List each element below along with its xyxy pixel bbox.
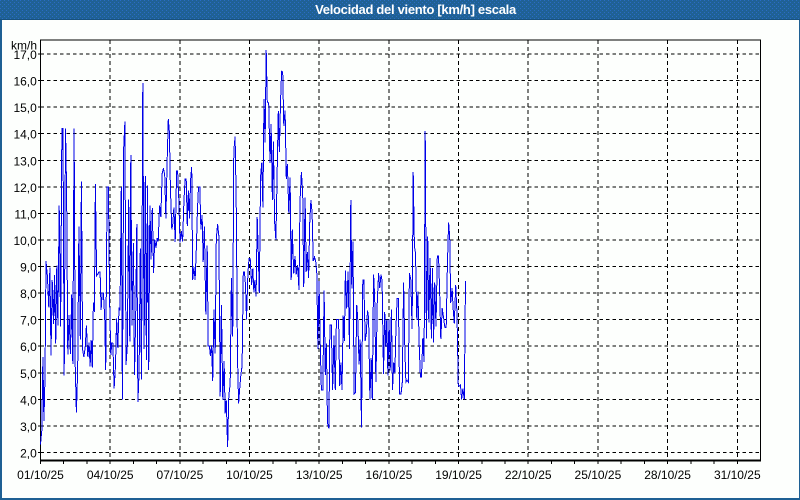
svg-text:5,0: 5,0 xyxy=(20,367,37,381)
svg-text:28/10/25: 28/10/25 xyxy=(644,468,691,482)
svg-text:13/10/25: 13/10/25 xyxy=(296,468,343,482)
svg-text:10/10/25: 10/10/25 xyxy=(226,468,273,482)
svg-text:13,0: 13,0 xyxy=(13,154,37,168)
svg-text:km/h: km/h xyxy=(11,39,37,53)
svg-text:22/10/25: 22/10/25 xyxy=(505,468,552,482)
svg-text:25/10/25: 25/10/25 xyxy=(575,468,622,482)
svg-text:12,0: 12,0 xyxy=(13,181,37,195)
svg-text:6,0: 6,0 xyxy=(20,340,37,354)
svg-text:17,0: 17,0 xyxy=(13,48,37,62)
svg-text:19/10/25: 19/10/25 xyxy=(435,468,482,482)
svg-text:7,0: 7,0 xyxy=(20,314,37,328)
svg-text:31/10/25: 31/10/25 xyxy=(714,468,761,482)
svg-text:8,0: 8,0 xyxy=(20,287,37,301)
svg-text:01/10/25: 01/10/25 xyxy=(17,468,64,482)
svg-text:07/10/25: 07/10/25 xyxy=(157,468,204,482)
svg-text:4,0: 4,0 xyxy=(20,393,37,407)
svg-text:15,0: 15,0 xyxy=(13,101,37,115)
svg-text:04/10/25: 04/10/25 xyxy=(87,468,134,482)
svg-text:11,0: 11,0 xyxy=(14,207,37,221)
svg-text:16,0: 16,0 xyxy=(13,75,37,89)
svg-text:14,0: 14,0 xyxy=(13,128,37,142)
svg-text:3,0: 3,0 xyxy=(20,420,37,434)
svg-text:2,0: 2,0 xyxy=(20,447,37,461)
svg-text:9,0: 9,0 xyxy=(20,261,37,275)
svg-text:16/10/25: 16/10/25 xyxy=(366,468,413,482)
svg-text:10,0: 10,0 xyxy=(13,234,37,248)
